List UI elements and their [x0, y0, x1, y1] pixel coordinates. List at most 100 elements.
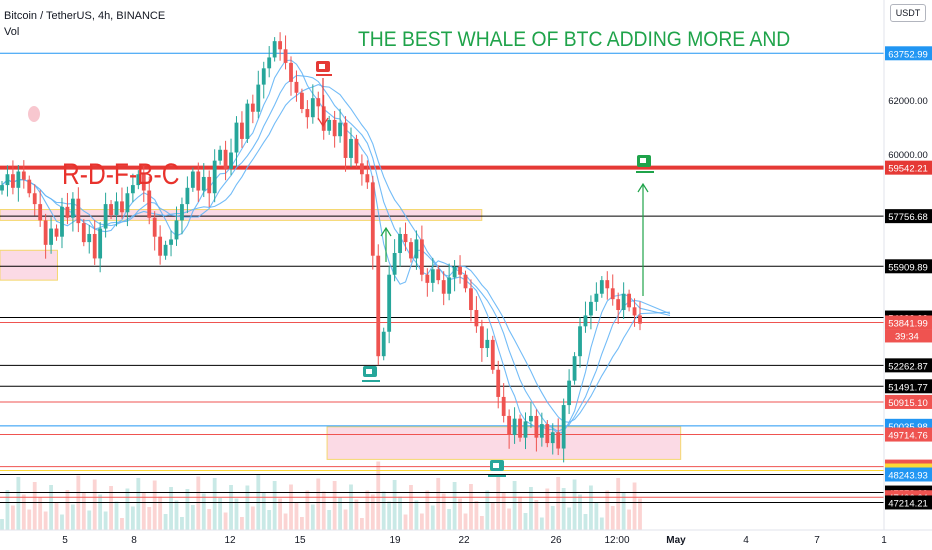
volume-bar	[463, 513, 468, 530]
volume-bar	[583, 514, 588, 530]
candle-body	[229, 152, 233, 169]
candle-body	[556, 432, 561, 449]
candle-body	[65, 206, 70, 218]
candle-body	[409, 242, 413, 259]
volume-bar	[70, 504, 75, 530]
volume-bar	[539, 517, 544, 530]
candle-body	[190, 171, 195, 188]
volume-bar	[359, 518, 364, 530]
candle-body	[289, 62, 293, 82]
candle-body	[169, 239, 173, 245]
volume-bar	[452, 482, 457, 530]
volume-bar	[229, 485, 233, 530]
candle-body	[469, 288, 473, 311]
candle-body	[218, 149, 223, 161]
symbol-title: Bitcoin / TetherUS, 4h, BINANCE	[4, 10, 166, 22]
candle-body	[370, 182, 375, 256]
arrow-up-small-icon	[380, 226, 392, 262]
candle-body	[430, 269, 435, 283]
volume-bar	[234, 498, 239, 530]
volume-bar	[561, 488, 566, 530]
volume-bar	[240, 517, 244, 530]
volume-bar	[190, 505, 195, 530]
volume-bar	[261, 493, 266, 530]
volume-bar	[49, 485, 53, 530]
price-tag-label: 57756.68	[888, 212, 928, 223]
candle-body	[54, 228, 59, 237]
volume-bar	[310, 504, 315, 530]
volume-bar	[32, 482, 37, 530]
volume-bar	[223, 512, 228, 530]
volume-bar	[436, 478, 441, 530]
volume-bar	[130, 506, 135, 530]
volume-bar	[354, 499, 359, 530]
candle-body	[272, 41, 277, 58]
y-tick-label: 62000.00	[888, 96, 928, 107]
countdown-label: 39:34	[895, 331, 919, 342]
candle-body	[567, 380, 572, 406]
candle-body	[109, 204, 113, 215]
volume-bar	[572, 479, 577, 530]
candle-body	[638, 315, 642, 324]
candle-body	[561, 405, 566, 449]
volume-bar	[501, 492, 506, 530]
candle-body	[507, 415, 512, 435]
volume-bar	[534, 500, 539, 530]
candle-body	[485, 339, 490, 349]
candle-body	[479, 326, 484, 349]
volume-bar	[376, 461, 381, 530]
price-tag	[885, 209, 932, 224]
candle-body	[5, 174, 10, 186]
price-tag	[885, 259, 932, 274]
currency-button[interactable]: USDT	[890, 4, 926, 22]
x-tick-label: 8	[131, 535, 137, 546]
volume-bar	[81, 492, 86, 530]
volume-label: Vol	[4, 26, 20, 38]
candle-body	[141, 174, 146, 191]
price-tag-label: 48243.93	[888, 470, 928, 481]
candle-body	[136, 174, 141, 186]
candle-body	[392, 252, 397, 275]
x-tick-label: 26	[550, 535, 562, 546]
candle-body	[305, 109, 310, 118]
candle-body	[250, 103, 255, 112]
volume-bar	[98, 494, 103, 530]
x-tick-label: 1	[881, 535, 887, 546]
volume-bar	[141, 493, 146, 530]
volume-bar	[343, 509, 348, 530]
volume-bar	[605, 490, 610, 530]
candle-body	[343, 122, 348, 158]
candle-body	[387, 274, 392, 332]
volume-bar	[419, 513, 424, 530]
volume-bar	[550, 506, 555, 530]
candle-body	[152, 217, 157, 237]
price-level-lines	[0, 52, 884, 503]
candle-body	[316, 98, 321, 107]
volume-bar	[430, 505, 435, 530]
candle-body	[256, 84, 261, 112]
candle-body	[267, 57, 272, 69]
volume-bar	[638, 498, 642, 530]
volume-bar	[545, 488, 550, 530]
volume-bar	[425, 490, 430, 530]
volume-bar	[392, 480, 397, 530]
volume-bar	[267, 510, 272, 530]
pink-dot	[28, 106, 40, 122]
candle-body	[294, 81, 299, 93]
price-tag	[885, 427, 932, 442]
time-axis[interactable]: 5 8 12 15 19 22 26 12:00 May 4 7 1	[0, 529, 932, 546]
candle-body	[616, 299, 621, 311]
candle-body	[621, 293, 626, 311]
volume-bar	[43, 511, 48, 530]
price-axis[interactable]: 63752.9959542.2157756.6855909.8954023.32…	[883, 0, 932, 550]
volume-bar	[38, 497, 43, 530]
volume-bar	[103, 511, 108, 530]
price-tag	[885, 394, 932, 409]
candle-body	[310, 98, 315, 118]
candle-body	[539, 424, 544, 438]
zone-0	[0, 209, 483, 221]
volume-bar	[5, 490, 10, 530]
price-tag-label: 59542.21	[888, 164, 928, 175]
volume-bar	[627, 509, 632, 530]
